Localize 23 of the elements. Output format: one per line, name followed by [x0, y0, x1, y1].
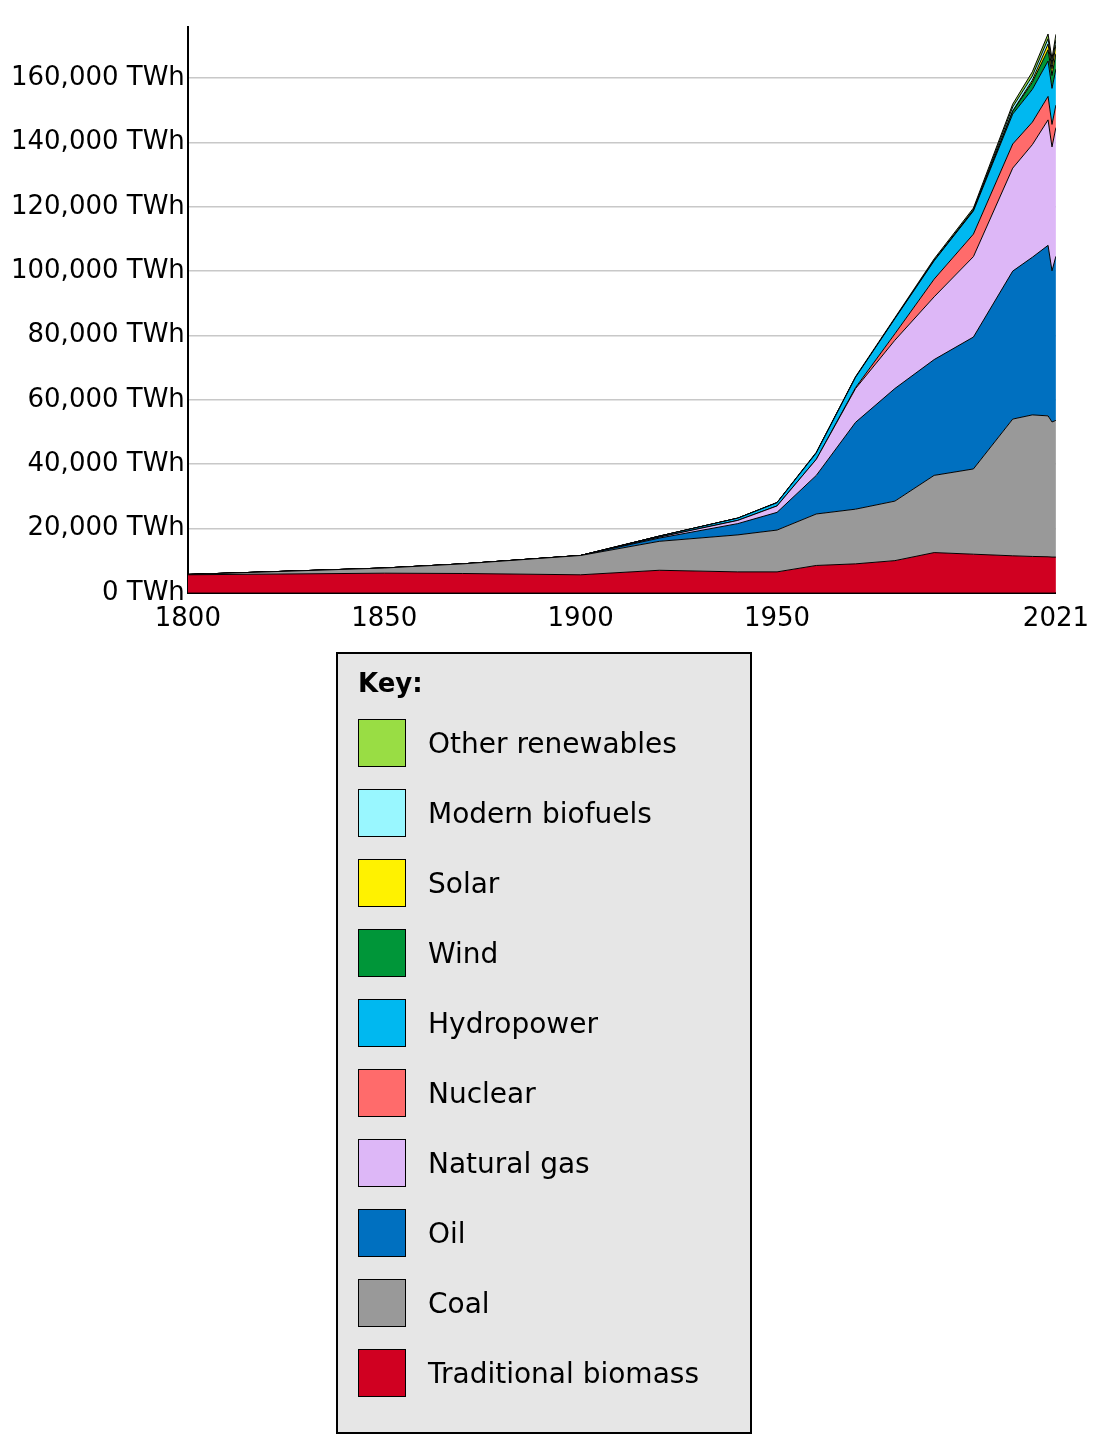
y-tick-label: 100,000 TWh	[10, 253, 185, 284]
x-tick-label: 1950	[743, 602, 811, 633]
legend-label: Hydropower	[428, 1006, 598, 1040]
y-tick-label: 160,000 TWh	[10, 60, 185, 91]
legend-label: Traditional biomass	[428, 1356, 699, 1390]
legend-label: Other renewables	[428, 726, 677, 760]
legend-label: Oil	[428, 1216, 466, 1250]
legend-title: Key:	[358, 668, 424, 698]
legend-label: Wind	[428, 936, 499, 970]
y-tick-label: 140,000 TWh	[10, 125, 185, 156]
y-tick-label: 120,000 TWh	[10, 189, 185, 220]
y-tick-label: 80,000 TWh	[27, 318, 185, 349]
legend-label: Solar	[428, 866, 500, 900]
x-tick-label: 1850	[351, 602, 418, 633]
legend-label: Nuclear	[428, 1076, 536, 1110]
y-tick-label: 20,000 TWh	[27, 511, 185, 542]
x-tick-label: 1900	[547, 602, 614, 633]
x-tick-label: 2021	[1022, 602, 1089, 633]
legend-label: Natural gas	[428, 1146, 590, 1180]
y-tick-label: 60,000 TWh	[27, 382, 185, 413]
y-tick-label: 40,000 TWh	[27, 446, 185, 477]
legend-label: Modern biofuels	[428, 796, 652, 830]
legend-label: Coal	[428, 1286, 490, 1320]
